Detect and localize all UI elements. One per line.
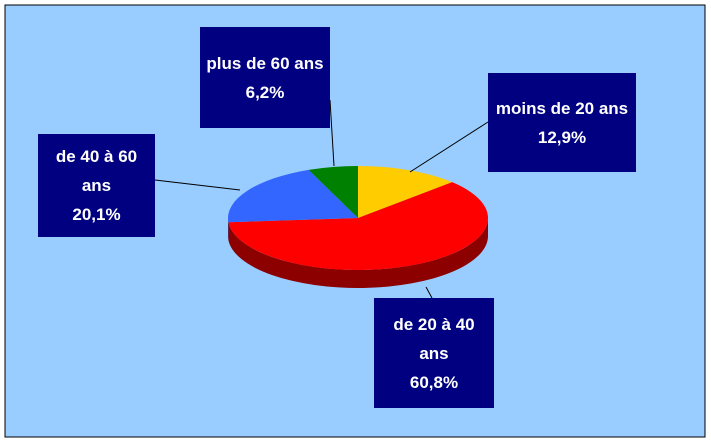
leader-line: [329, 99, 335, 167]
category-label: de 40 à 60 ans: [55, 147, 138, 195]
category-label: de 20 à 40 ans: [393, 314, 475, 363]
leader-line: [425, 286, 433, 299]
leader-line: [154, 179, 241, 191]
value-label: 20,1%: [72, 205, 121, 224]
leader-lines: [154, 99, 489, 299]
leader-line: [409, 121, 489, 173]
value-label: 60,8%: [409, 372, 459, 392]
data-label-box: de 20 à 40 ans 60,8%: [374, 298, 494, 408]
data-label-box: de 40 à 60 ans 20,1%: [38, 134, 155, 237]
slice: [308, 166, 358, 218]
data-label-box: moins de 20 ans 12,9%: [488, 73, 636, 172]
pie: [228, 165, 489, 289]
slice: [228, 169, 358, 223]
slice: [228, 182, 489, 270]
slice: [358, 165, 453, 218]
slice-side: [228, 218, 489, 289]
value-label: 12,9%: [537, 127, 587, 147]
data-label-box: plus de 60 ans 6,2%: [200, 27, 330, 128]
category-label: plus de 60 ans: [206, 53, 324, 73]
value-label: 6,2%: [245, 82, 285, 102]
category-label: moins de 20 ans: [495, 98, 629, 118]
